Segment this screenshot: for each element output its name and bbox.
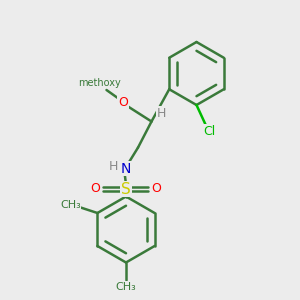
Text: O: O — [91, 182, 100, 196]
Text: CH₃: CH₃ — [60, 200, 81, 210]
Text: H: H — [108, 160, 118, 173]
Text: CH₃: CH₃ — [116, 281, 136, 292]
Text: N: N — [121, 162, 131, 176]
Text: methoxy: methoxy — [78, 77, 120, 88]
Text: S: S — [121, 182, 131, 196]
Text: H: H — [156, 106, 166, 120]
Text: O: O — [118, 95, 128, 109]
Text: O: O — [152, 182, 161, 196]
Text: Cl: Cl — [203, 124, 215, 138]
